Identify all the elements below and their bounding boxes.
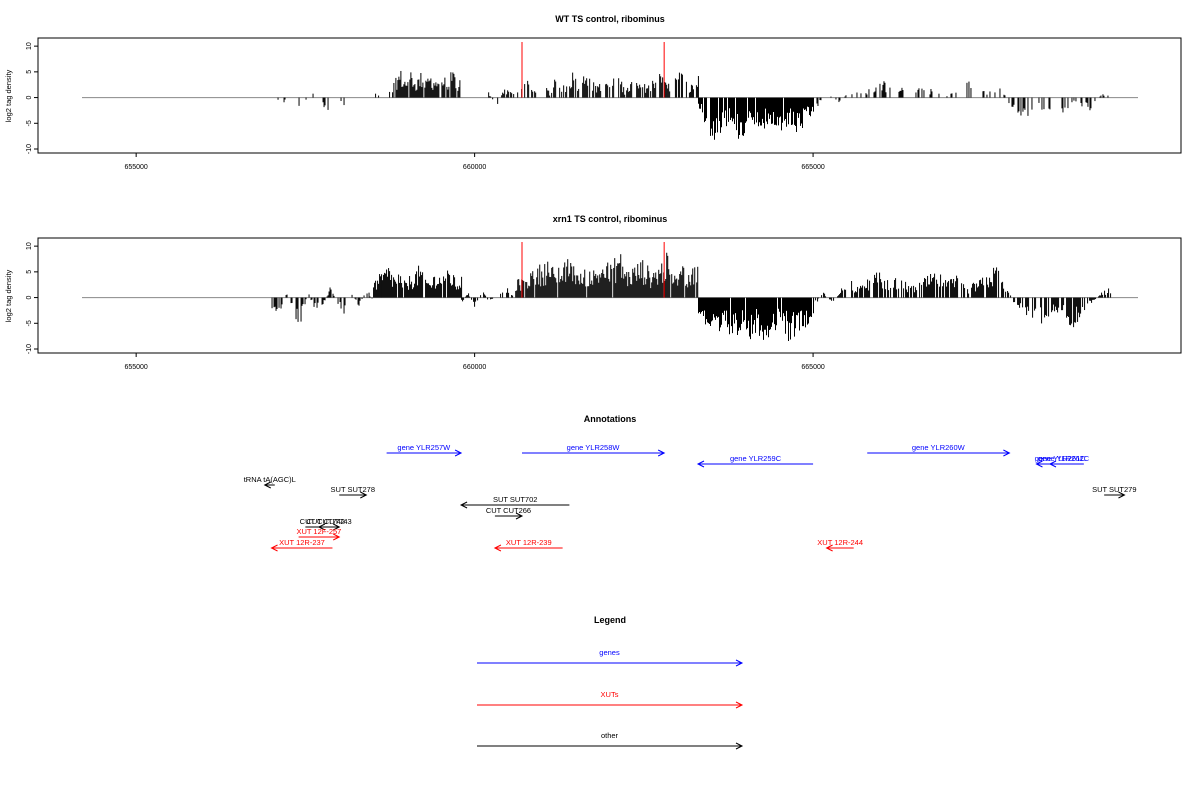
feature-arrow-head [317, 523, 326, 531]
legend-arrow-head [735, 659, 744, 667]
feature-arrow-head [454, 449, 463, 457]
x-tick-label: 665000 [801, 164, 824, 171]
xrn1-track-panel: xrn1 TS control, ribominus log2 tag dens… [4, 214, 1182, 371]
legend-label: other [601, 731, 619, 740]
feature-arrow-head [493, 544, 502, 552]
feature-arrow-head [1118, 491, 1126, 499]
y-tick-label: -10 [26, 144, 33, 154]
y-tick-label: -10 [26, 344, 33, 354]
feature-label: CUT CUT742 [300, 517, 345, 526]
x-tick-label: 660000 [463, 364, 486, 371]
feature-label: gene YLR257W [397, 443, 451, 452]
legend-label: XUTs [601, 690, 619, 699]
feature-label: XUT 12F-257 [296, 527, 341, 536]
wt-y-axis-label: log2 tag density [4, 69, 13, 122]
feature-label: gene YLR261C [1035, 454, 1087, 463]
feature-label: SUT SUT702 [493, 495, 537, 504]
feature-label: SUT SUT278 [331, 485, 375, 494]
wt-track-panel: WT TS control, ribominus log2 tag densit… [4, 14, 1182, 171]
feature-arrow-head [270, 544, 278, 552]
feature-label: SUT SUT279 [1092, 485, 1136, 494]
y-tick-label: 5 [26, 270, 33, 274]
feature-label: gene YLR259C [730, 454, 782, 463]
feature-label: gene YLR258W [567, 443, 621, 452]
xrn1-plot-area: -10 -5 0 5 10 655000 660000 665000 [26, 237, 1182, 371]
feature-label: gene YLR260W [912, 443, 966, 452]
feature-arrow-head [459, 501, 468, 509]
feature-label: CUT CUT743 [306, 517, 351, 526]
feature-label: XUT 12R-237 [279, 538, 325, 547]
plot-frame [37, 37, 1182, 154]
x-tick-label: 660000 [463, 164, 486, 171]
legend-label: genes [599, 648, 620, 657]
wt-track-title: WT TS control, ribominus [555, 14, 665, 24]
x-tick-label: 665000 [801, 364, 824, 371]
xrn1-track-title: xrn1 TS control, ribominus [553, 214, 668, 224]
y-tick-label: 5 [26, 70, 33, 74]
feature-label: XUT 12R-244 [817, 538, 863, 547]
feature-label: XUT 12R-239 [506, 538, 552, 547]
feature-arrow-head [263, 481, 271, 489]
feature-arrow-head [825, 544, 833, 552]
wt-plot-area: -10 -5 0 5 10 655000 660000 665000 [26, 37, 1182, 171]
feature-arrow-head [515, 512, 524, 520]
y-tick-label: 10 [26, 242, 33, 250]
feature-arrow-head [1003, 449, 1011, 457]
y-tick-label: -5 [26, 120, 33, 126]
annotations-title: Annotations [584, 414, 637, 424]
feature-arrow-head [696, 460, 705, 468]
feature-arrow-head [1048, 460, 1057, 468]
plot-frame [37, 237, 1182, 354]
legend-title: Legend [594, 615, 626, 625]
xrn1-y-axis-label: log2 tag density [4, 269, 13, 322]
annotation-features: gene YLR257W gene YLR258W gene YLR259C gene… [244, 443, 1137, 552]
feature-arrow-head [657, 449, 666, 457]
feature-label: tRNA tA(AGC)L [244, 475, 296, 484]
y-tick-label: 0 [26, 96, 33, 100]
feature-label: CUT CUT266 [486, 506, 531, 515]
y-tick-label: -5 [26, 320, 33, 326]
y-tick-label: 0 [26, 296, 33, 300]
feature-label: gene YLR262C [1038, 454, 1090, 463]
legend-entries: genes XUTs other [477, 648, 744, 750]
feature-arrow-head [360, 491, 368, 499]
legend-arrow-head [735, 701, 744, 709]
annotations-panel: Annotations gene YLR257W gene YLR258Wgene… [244, 414, 1137, 552]
legend-arrow-head [735, 742, 744, 750]
x-tick-label: 655000 [124, 164, 147, 171]
feature-arrow-head [333, 533, 341, 541]
x-tick-label: 655000 [124, 364, 147, 371]
y-tick-label: 10 [26, 42, 33, 50]
legend-panel: Legend genes XUTs other [477, 615, 744, 750]
feature-arrow-head [1035, 460, 1043, 468]
